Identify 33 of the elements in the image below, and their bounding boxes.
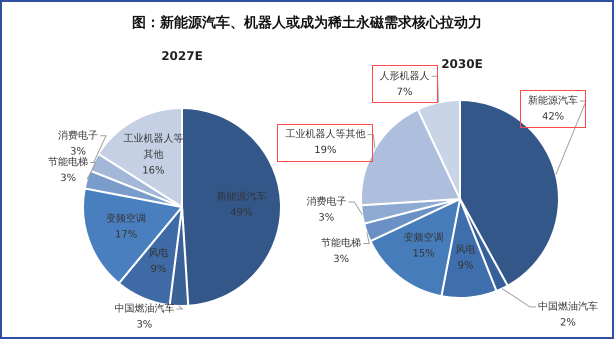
data-label: 15%	[412, 248, 435, 260]
data-label: 7%	[396, 86, 412, 98]
data-label: 16%	[142, 166, 164, 177]
data-label: 42%	[542, 112, 564, 123]
slice-label: 节能电梯	[321, 237, 362, 250]
data-label: 19%	[314, 145, 336, 156]
slice-label: 新能源汽车	[216, 190, 266, 203]
slice-label: 消费电子	[58, 129, 98, 142]
data-label: 3%	[70, 146, 86, 158]
data-label: 9%	[150, 264, 166, 276]
slice-label: 中国燃油汽车	[538, 300, 598, 313]
chart-title: 图：新能源汽车、机器人或成为稀土永磁需求核心拉动力	[131, 14, 483, 32]
data-label: 3%	[136, 320, 152, 331]
slice-label: 变频空调	[404, 232, 444, 244]
data-label: 2%	[560, 318, 576, 329]
slice-label: 风电	[148, 247, 168, 260]
data-label: 3%	[60, 173, 76, 184]
slice-label: 消费电子	[306, 196, 346, 208]
slice-label: 工业机器人等其他	[123, 132, 184, 161]
data-label: 17%	[114, 230, 138, 241]
slice-label: 工业机器人等其他	[285, 128, 366, 140]
slice-label: 人形机器人	[380, 70, 430, 82]
slice-label: 节能电梯	[48, 156, 88, 168]
chart-subtitle: 2027E	[160, 49, 204, 63]
data-label: 3%	[333, 254, 350, 266]
data-label: 49%	[230, 208, 252, 219]
slice-label: 中国燃油汽车	[114, 302, 174, 315]
slice-label: 新能源汽车	[528, 94, 578, 107]
data-label: 3%	[318, 212, 334, 224]
data-label: 9%	[458, 260, 474, 272]
chart-subtitle: 2030E	[440, 57, 484, 71]
slice-label: 变频空调	[106, 212, 146, 225]
slice-label: 风电	[456, 244, 476, 256]
